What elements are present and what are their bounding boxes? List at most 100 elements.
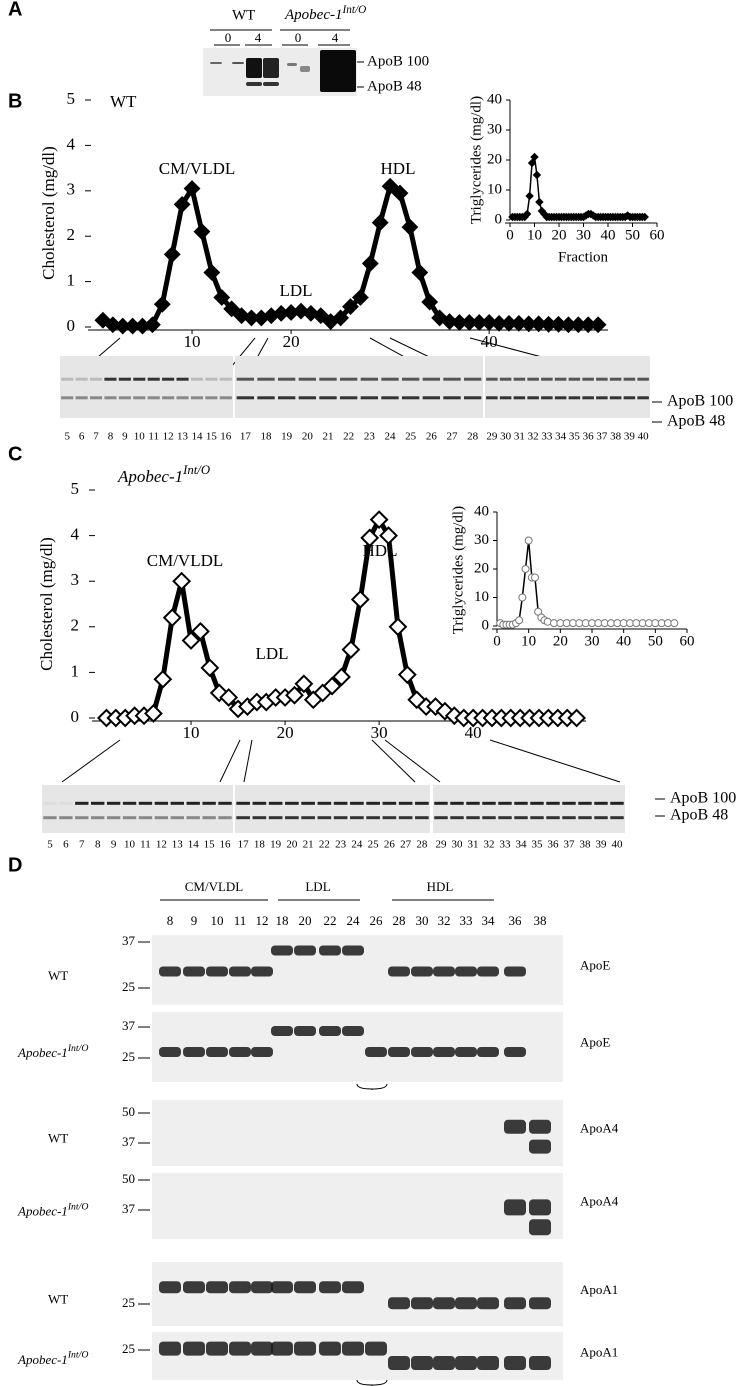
band [236,377,255,381]
band [251,1047,273,1057]
band [422,396,441,400]
band [527,396,539,400]
lane-number: 21 [303,839,314,851]
data-point [527,158,537,168]
band [504,1119,526,1134]
band [229,966,251,977]
band [529,1119,551,1134]
data-point [670,619,679,628]
panel-label: B [8,90,22,112]
band [206,966,228,977]
band [257,377,275,381]
data-point [515,616,524,625]
band [183,1047,205,1057]
band [466,816,480,820]
band [463,377,482,381]
data-point [341,640,361,660]
lane-number: 10 [211,913,224,928]
x-tick-label: 20 [283,332,300,351]
blot [152,1100,563,1166]
data-point [322,676,342,696]
band [154,801,169,805]
band [339,396,358,400]
band [190,396,204,400]
y-tick-label: 1 [67,271,76,290]
band [342,1026,364,1036]
data-point [332,309,350,327]
data-point [589,316,607,334]
band [317,816,332,820]
band [546,801,560,805]
lane-number: 24 [347,913,361,928]
y-tick-label: 0 [67,316,76,335]
lane-number: 39 [596,839,608,851]
band [294,1341,316,1356]
band [287,63,297,66]
lane-number: 26 [426,431,438,443]
band [562,801,576,805]
lane-number: 38 [580,839,592,851]
band [236,396,255,400]
lane-number: 24 [385,431,397,443]
band [482,816,496,820]
group-label-sup: Int/O [341,4,366,16]
data-point [530,152,539,162]
band [252,816,267,820]
band [637,396,649,400]
band [450,801,464,805]
lane-number: 20 [302,431,314,443]
annotation: CM/VLDL [159,159,236,178]
band [637,377,649,381]
band [202,801,216,805]
lane-number: 22 [324,913,337,928]
band [499,377,512,381]
band [365,1047,387,1057]
band [578,801,592,805]
data-point [407,690,427,710]
band [546,816,560,820]
sample-label: Apobec-1Int/O [17,1202,88,1219]
band [562,816,576,820]
lane-number: 37 [564,839,576,851]
data-point [535,197,544,207]
bracket [356,1379,388,1386]
band [398,816,413,820]
data-point [144,704,163,723]
x-tick-label: 20 [553,633,568,649]
x-tick-label: 10 [527,227,542,243]
data-point [193,223,211,241]
data-point [421,293,439,311]
band [159,1341,181,1356]
band [138,816,153,820]
band [271,945,293,956]
band [190,377,204,381]
y-axis-label: Cholesterol (mg/dl) [37,537,56,671]
data-point [522,209,532,219]
band [366,801,380,805]
band [388,966,410,977]
band [294,945,316,956]
data-point [144,316,161,334]
group-label: HDL [427,879,454,894]
band [106,816,121,820]
x-axis-label: Fraction [558,249,608,265]
band [298,396,317,400]
band [61,396,74,400]
band [183,966,205,977]
band [333,816,348,820]
band [529,1356,551,1370]
band [236,816,250,820]
lane-number: 5 [64,431,70,443]
band [514,801,528,805]
data-point [332,667,351,687]
blot [433,785,625,833]
lane-label: 4 [255,30,262,45]
sample-label: Apobec-1Int/O [17,1350,88,1367]
band [360,396,379,400]
band [319,396,337,400]
sample-label-main: Apobec-1 [17,1352,68,1367]
data-point [223,300,241,318]
bracket [356,1083,388,1090]
band [499,396,512,400]
